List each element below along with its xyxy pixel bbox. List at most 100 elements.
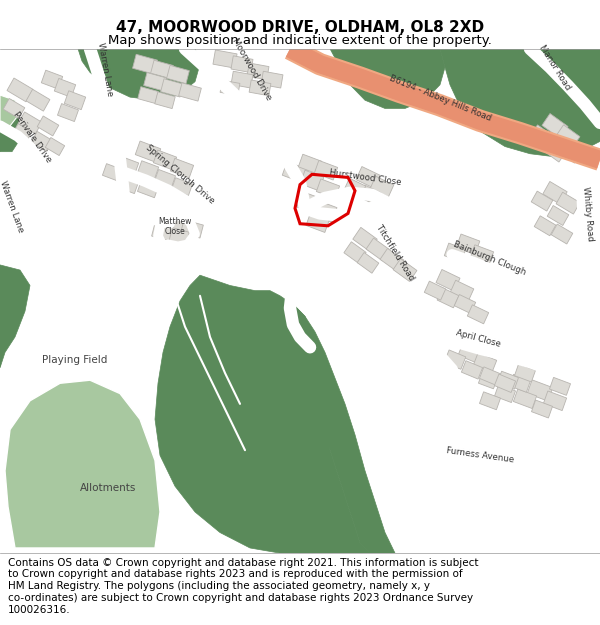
Bar xyxy=(514,364,536,382)
Bar xyxy=(282,162,308,183)
Bar xyxy=(167,227,190,245)
Bar xyxy=(103,164,122,181)
Bar xyxy=(366,238,390,261)
Bar xyxy=(179,83,202,101)
Bar xyxy=(473,352,497,372)
Bar xyxy=(31,131,53,151)
Text: Moorwood Drive: Moorwood Drive xyxy=(230,37,274,102)
Text: April Close: April Close xyxy=(455,329,502,349)
Bar xyxy=(64,91,86,109)
Bar xyxy=(458,342,482,363)
Polygon shape xyxy=(5,380,160,548)
Bar xyxy=(544,141,566,162)
Bar xyxy=(461,361,482,379)
Bar xyxy=(527,380,553,401)
Bar xyxy=(444,350,466,369)
Bar xyxy=(118,157,139,176)
Bar xyxy=(118,176,139,194)
Bar xyxy=(547,206,569,226)
Bar xyxy=(220,80,240,96)
Bar xyxy=(298,154,322,174)
Text: Warren Lane: Warren Lane xyxy=(96,42,114,97)
Bar xyxy=(41,70,62,89)
Bar xyxy=(3,99,25,118)
Bar xyxy=(137,180,158,198)
Polygon shape xyxy=(0,95,18,126)
Bar xyxy=(530,125,554,148)
Text: Perivale Drive: Perivale Drive xyxy=(11,109,53,164)
Bar xyxy=(297,191,323,215)
Bar xyxy=(7,78,33,102)
Bar xyxy=(380,248,404,271)
Bar xyxy=(356,166,380,188)
Bar xyxy=(551,224,573,244)
Polygon shape xyxy=(0,111,22,152)
Bar xyxy=(556,125,580,148)
Bar xyxy=(172,177,193,196)
Bar xyxy=(436,269,460,291)
Bar xyxy=(170,158,194,178)
Bar xyxy=(37,116,59,136)
Bar xyxy=(543,181,567,204)
Polygon shape xyxy=(330,49,445,109)
Polygon shape xyxy=(0,265,30,368)
Bar xyxy=(55,78,76,98)
Polygon shape xyxy=(295,306,395,553)
Bar xyxy=(313,201,337,222)
Bar xyxy=(135,141,161,162)
Bar xyxy=(558,140,582,163)
Bar xyxy=(155,92,175,109)
Text: to Crown copyright and database rights 2023 and is reproduced with the permissio: to Crown copyright and database rights 2… xyxy=(8,569,463,579)
Bar xyxy=(479,392,500,410)
Text: Spring Clough Drive: Spring Clough Drive xyxy=(144,142,216,205)
Bar xyxy=(357,253,379,273)
Bar xyxy=(249,80,271,96)
Text: Whitby Road: Whitby Road xyxy=(581,186,595,241)
Text: Furness Avenue: Furness Avenue xyxy=(446,446,514,464)
Bar xyxy=(58,104,79,121)
Bar xyxy=(231,56,253,72)
Bar xyxy=(137,161,158,179)
Text: B6194 - Abbey Hills Road: B6194 - Abbey Hills Road xyxy=(388,74,492,122)
Bar xyxy=(556,192,580,214)
Bar xyxy=(456,234,480,254)
Bar xyxy=(454,294,476,314)
Bar xyxy=(542,114,568,138)
Bar xyxy=(531,191,553,211)
Bar xyxy=(306,211,330,232)
Bar xyxy=(534,216,556,236)
Text: Allotments: Allotments xyxy=(80,483,136,493)
Text: Warren Lane: Warren Lane xyxy=(0,180,26,234)
Bar xyxy=(167,66,190,84)
Text: 47, MOORWOOD DRIVE, OLDHAM, OL8 2XD: 47, MOORWOOD DRIVE, OLDHAM, OL8 2XD xyxy=(116,20,484,35)
Bar xyxy=(550,378,571,396)
Bar xyxy=(231,71,253,88)
Bar xyxy=(46,138,65,156)
Bar xyxy=(494,374,515,392)
Bar xyxy=(181,220,203,238)
Text: Hurstwood Close: Hurstwood Close xyxy=(328,168,401,187)
Bar xyxy=(154,169,176,187)
Bar xyxy=(300,170,324,191)
Bar xyxy=(26,89,50,111)
Bar xyxy=(479,367,500,385)
Bar xyxy=(437,288,459,308)
Bar xyxy=(138,87,158,103)
Text: Playing Field: Playing Field xyxy=(43,355,107,365)
Bar xyxy=(161,79,184,97)
Bar xyxy=(316,179,340,199)
Bar xyxy=(532,400,553,418)
Bar xyxy=(353,228,377,251)
Text: Manor Road: Manor Road xyxy=(538,44,572,92)
Bar xyxy=(344,178,365,198)
Text: co-ordinates) are subject to Crown copyright and database rights 2023 Ordnance S: co-ordinates) are subject to Crown copyr… xyxy=(8,593,473,603)
Bar xyxy=(497,371,518,389)
Bar xyxy=(143,72,166,91)
Bar xyxy=(509,374,530,392)
Bar xyxy=(18,112,42,134)
Bar xyxy=(247,63,269,80)
Bar xyxy=(344,242,366,263)
Bar xyxy=(152,223,172,241)
Bar xyxy=(151,60,173,79)
Text: Matthew
Close: Matthew Close xyxy=(158,217,191,236)
